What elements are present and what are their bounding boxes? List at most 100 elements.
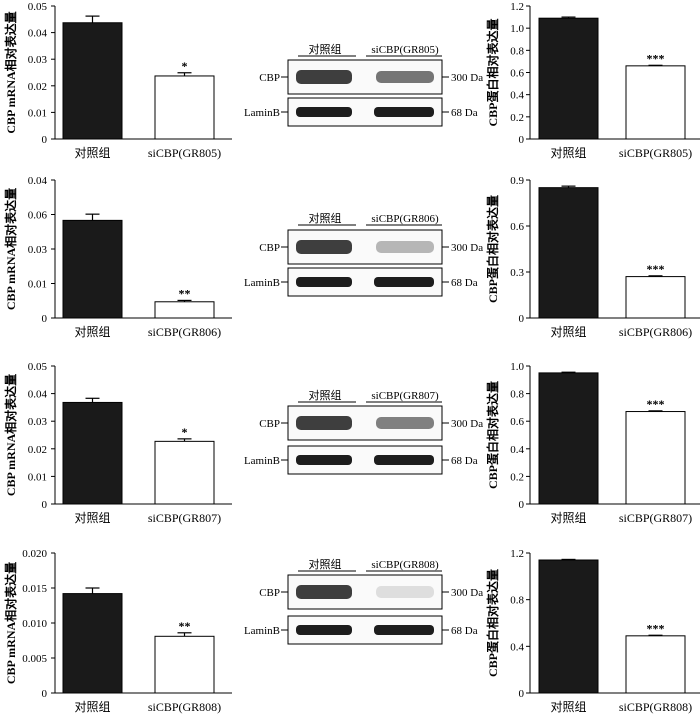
- panel-1-mrna-tick-label: 0.03: [28, 54, 48, 66]
- panel-1-blot-size-label: 300 Da: [451, 72, 483, 84]
- panel-3-protein-category-label: siCBP(GR807): [619, 511, 692, 525]
- panel-1-blot-size-label: 68 Da: [451, 107, 478, 119]
- panel-1-protein-tick-label: 0: [519, 134, 525, 146]
- panel-3-mrna-category-label: siCBP(GR807): [148, 511, 221, 525]
- panel-4-mrna-bar-sicbp: [154, 635, 215, 694]
- panel-4-protein-tick-label: 0.8: [510, 595, 524, 607]
- panel-4-mrna-bar-control: [62, 593, 123, 694]
- panel-4-mrna-tick-label: 0.010: [22, 618, 47, 630]
- panel-2-protein-bar-control: [538, 187, 599, 319]
- panel-3-protein-category-label: 对照组: [550, 511, 586, 525]
- panel-4-blot-header-control: 对照组: [309, 557, 342, 571]
- panel-4-band-cbp-sicbp: [376, 586, 434, 598]
- panel-3-protein-significance-label: ***: [647, 397, 665, 411]
- panel-1-mrna-bar-sicbp: [154, 75, 215, 140]
- panel-4-protein-bar-sicbp: [625, 635, 686, 694]
- panel-3-band-laminb-control: [296, 455, 352, 465]
- panel-4-mrna-chart: 0 0.005 0.010 0.015 0.020 对照组 ** siCBP(GR808) CB…: [3, 548, 232, 714]
- panel-4-mrna-tick-label: 0.015: [22, 583, 47, 595]
- panel-3-protein-tick-label: 0.4: [510, 444, 524, 456]
- panel-3-protein-bar-control: [538, 372, 599, 505]
- panel-4-protein-bar-control: [538, 559, 599, 694]
- panel-3-band-cbp-control: [296, 416, 352, 430]
- panel-4-protein-category-label: siCBP(GR808): [619, 700, 692, 714]
- panel-4-protein-tick-label: 0.4: [510, 641, 524, 653]
- panel-4-band-laminb-sicbp: [374, 625, 434, 635]
- panel-2-western-blot: 对照组 siCBP(GR806) CBP 300 Da LaminB 68 Da: [244, 211, 483, 297]
- panel-1-protein-tick-label: 0.8: [510, 45, 524, 57]
- panel-4-mrna-tick-label: 0: [42, 688, 48, 700]
- panel-1-mrna-tick-label: 0.01: [28, 107, 47, 119]
- panel-1-protein-category-label: 对照组: [550, 146, 586, 160]
- panel-2-band-laminb-control: [296, 277, 352, 287]
- panel-2-blot-header-sicbp: siCBP(GR806): [371, 213, 439, 225]
- panel-4-blot-size-label: 300 Da: [451, 587, 483, 599]
- panel-3-mrna-tick-label: 0.05: [28, 361, 48, 373]
- panel-2-blot-row-label: LaminB: [244, 277, 280, 289]
- panel-4-band-cbp-control: [296, 585, 352, 599]
- panel-2-band-cbp-sicbp: [376, 241, 434, 253]
- panel-3-mrna-bar-sicbp: [154, 440, 215, 505]
- panel-4-blot-size-label: 68 Da: [451, 625, 478, 637]
- panel-3-protein-tick-label: 0: [519, 499, 525, 511]
- panel-1-mrna-tick-label: 0.04: [28, 28, 48, 40]
- panel-2-protein-significance-label: ***: [647, 262, 665, 276]
- panel-2-mrna-tick-label: 0.03: [28, 244, 48, 256]
- panel-1-blot-header-control: 对照组: [309, 42, 342, 56]
- panel-1-protein-category-label: siCBP(GR805): [619, 146, 692, 160]
- panel-2-protein-tick-label: 0: [519, 313, 525, 325]
- panel-1-mrna-tick-label: 0: [42, 134, 48, 146]
- panel-1-protein-tick-label: 1.2: [510, 1, 524, 13]
- panel-3-mrna-tick-label: 0.01: [28, 471, 47, 483]
- panel-2-mrna-bar-sicbp: [154, 301, 215, 319]
- panel-2-mrna-chart: 0 0.01 0.03 0.06 0.04 对照组 ** siCBP(GR806) CBP mR…: [3, 175, 232, 339]
- panel-3-mrna-category-label: 对照组: [74, 511, 110, 525]
- panel-3-protein-bar-sicbp: [625, 411, 686, 505]
- panel-3-blot-size-label: 68 Da: [451, 455, 478, 467]
- panel-1-protein-y-label: CBP蛋白相对表达量: [485, 18, 500, 126]
- panel-1-protein-bar-sicbp: [625, 65, 686, 140]
- panel-1-mrna-bar-control: [62, 22, 123, 140]
- panel-2-mrna-significance-label: **: [179, 286, 191, 300]
- panel-2-protein-tick-label: 0.6: [510, 221, 524, 233]
- panel-2-blot-row-label: CBP: [259, 242, 280, 254]
- panel-4-protein-y-label: CBP蛋白相对表达量: [485, 569, 500, 677]
- panel-3-protein-tick-label: 0.8: [510, 389, 524, 401]
- panel-1-protein-tick-label: 0.4: [510, 90, 524, 102]
- panel-1-band-cbp-sicbp: [376, 71, 434, 83]
- panel-2-protein-tick-label: 0.3: [510, 267, 524, 279]
- panel-1-blot-row-label: LaminB: [244, 107, 280, 119]
- panel-2-mrna-tick-label: 0: [42, 313, 48, 325]
- panel-1-mrna-tick-label: 0.05: [28, 1, 48, 13]
- panel-2-blot-size-label: 68 Da: [451, 277, 478, 289]
- panel-1-protein-tick-label: 0.2: [510, 112, 524, 124]
- panel-4-mrna-tick-label: 0.005: [22, 653, 47, 665]
- panel-2-protein-bar-sicbp: [625, 276, 686, 319]
- panel-2-band-laminb-sicbp: [374, 277, 434, 287]
- panel-2-blot-size-label: 300 Da: [451, 242, 483, 254]
- panel-3-band-laminb-sicbp: [374, 455, 434, 465]
- panel-1-protein-tick-label: 0.6: [510, 68, 524, 80]
- panel-4-blot-row-label: LaminB: [244, 625, 280, 637]
- panel-1-band-laminb-sicbp: [374, 107, 434, 117]
- panel-1-band-cbp-control: [296, 70, 352, 84]
- panel-1-blot-row-label: CBP: [259, 72, 280, 84]
- panel-2-mrna-bar-control: [62, 219, 123, 319]
- panel-1-protein-tick-label: 1.0: [510, 23, 524, 35]
- panel-2-mrna-y-label: CBP mRNA相对表达量: [3, 188, 18, 310]
- panel-1-mrna-tick-label: 0.02: [28, 81, 47, 93]
- panel-4-mrna-category-label: siCBP(GR808): [148, 700, 221, 714]
- panel-1-blot-header-sicbp: siCBP(GR805): [371, 44, 439, 56]
- panel-3-band-cbp-sicbp: [376, 417, 434, 429]
- panel-2-mrna-tick-label: 0.04: [28, 175, 48, 187]
- panel-4-mrna-category-label: 对照组: [74, 700, 110, 714]
- panel-1-western-blot: 对照组 siCBP(GR805) CBP 300 Da LaminB 68 Da: [244, 42, 483, 127]
- panel-3-blot-row-label: LaminB: [244, 455, 280, 467]
- panel-3-mrna-bar-control: [62, 401, 123, 505]
- panel-4-protein-category-label: 对照组: [550, 700, 586, 714]
- panel-3-protein-tick-label: 0.6: [510, 416, 524, 428]
- panel-1-mrna-significance-label: *: [182, 59, 188, 73]
- panel-3-mrna-significance-label: *: [182, 425, 188, 439]
